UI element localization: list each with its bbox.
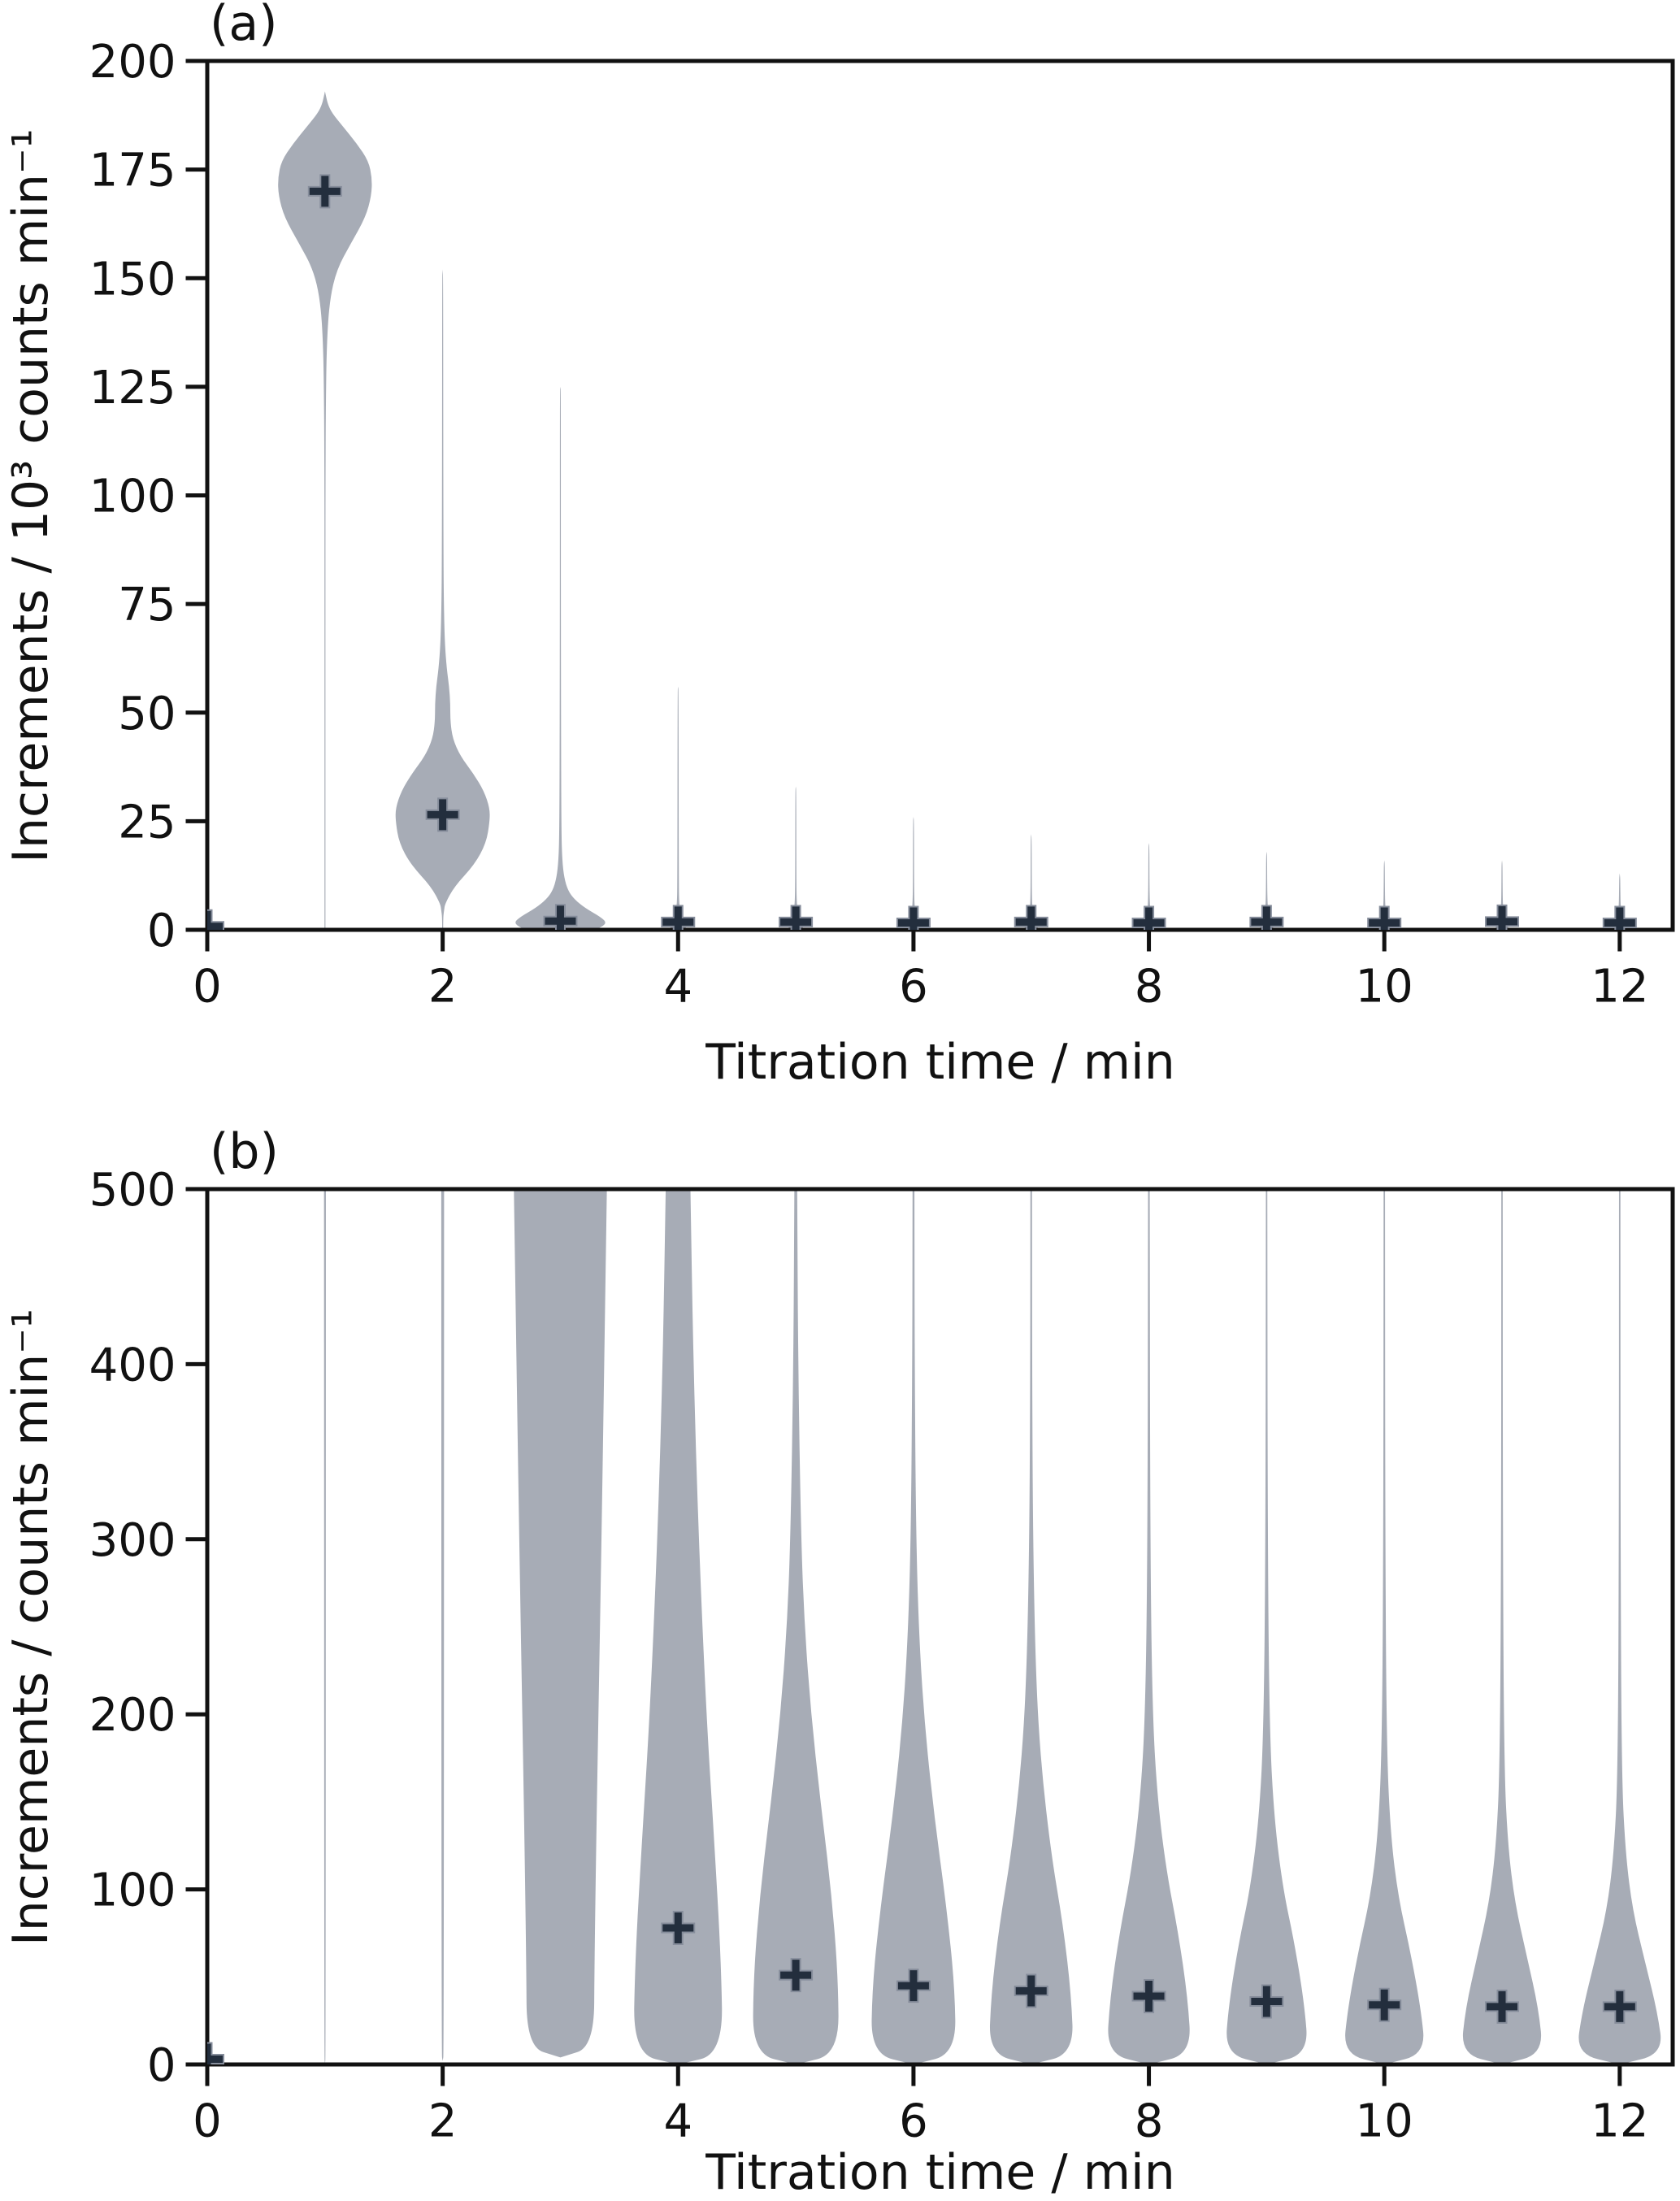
panel-b-label: (b) xyxy=(210,1123,279,1180)
panel-a-y-ticks: 0 25 50 75 100 125 150 175 200 xyxy=(89,36,206,957)
y-tick-label: 0 xyxy=(147,2039,176,2092)
panel-a-spines xyxy=(205,59,1675,932)
violin-x2 xyxy=(441,1189,445,2061)
mean-marker-x8 xyxy=(1131,905,1166,930)
mean-marker-x6 xyxy=(896,905,931,930)
violin-x5 xyxy=(788,786,804,930)
panel-b-yaxis-title: Increments / counts min⁻¹ xyxy=(2,1309,59,1946)
mean-marker-x7 xyxy=(1014,905,1048,930)
y-tick-label: 125 xyxy=(89,362,176,415)
mean-marker-x5 xyxy=(779,1958,814,1993)
panel-a-x-ticks: 0 2 4 6 8 10 12 xyxy=(193,931,1648,1014)
violin-x2 xyxy=(395,269,490,930)
x-tick-label: 2 xyxy=(428,961,458,1014)
mean-marker-x11 xyxy=(1485,904,1520,930)
x-tick-label: 8 xyxy=(1135,961,1164,1014)
violin-x10 xyxy=(1378,860,1391,930)
panel-b-y-ticks: 0 100 200 300 400 500 xyxy=(89,1164,206,2092)
mean-marker-x7 xyxy=(1014,1973,1048,2008)
mean-marker-x11 xyxy=(1485,1989,1520,2024)
y-tick-label: 100 xyxy=(89,471,176,523)
x-tick-label: 0 xyxy=(193,961,222,1014)
violin-x12 xyxy=(1613,873,1626,930)
mean-marker-x9 xyxy=(1249,1984,1284,2019)
panel-b-xaxis-title: Titration time / min xyxy=(705,2144,1175,2201)
mean-marker-x9 xyxy=(1249,905,1284,930)
mean-marker-x0 xyxy=(207,909,224,930)
violin-x7 xyxy=(989,1189,1073,2064)
y-tick-label: 400 xyxy=(89,1339,176,1391)
y-tick-label: 25 xyxy=(118,796,176,849)
y-tick-label: 100 xyxy=(89,1865,176,1917)
x-tick-label: 6 xyxy=(899,2095,928,2148)
y-tick-label: 75 xyxy=(118,579,176,632)
violin-x7 xyxy=(1024,834,1038,930)
x-tick-label: 10 xyxy=(1356,2095,1413,2148)
violin-x1 xyxy=(278,91,372,930)
x-tick-label: 10 xyxy=(1356,961,1413,1014)
panel-a-violins xyxy=(278,91,1626,930)
violin-x9 xyxy=(1260,851,1274,930)
violin-x8 xyxy=(1142,843,1156,930)
mean-marker-x10 xyxy=(1367,905,1402,930)
violin-x3 xyxy=(514,1189,607,2058)
violin-x4 xyxy=(634,1189,723,2064)
panel-a-yaxis-title: Increments / 10³ counts min⁻¹ xyxy=(2,128,59,863)
violin-x6 xyxy=(871,1189,956,2064)
panel-b-x-ticks: 0 2 4 6 8 10 12 xyxy=(193,2066,1648,2148)
x-tick-label: 8 xyxy=(1135,2095,1164,2148)
panel-b-mean-markers xyxy=(207,1910,1637,2064)
violin-x11 xyxy=(1496,860,1509,930)
panel-b-spines xyxy=(205,1187,1675,2067)
y-tick-label: 200 xyxy=(89,36,176,89)
violin-x11 xyxy=(1462,1189,1542,2064)
y-tick-label: 300 xyxy=(89,1514,176,1567)
mean-marker-x10 xyxy=(1367,1987,1402,2022)
y-tick-label: 200 xyxy=(89,1689,176,1742)
mean-marker-x5 xyxy=(779,905,814,930)
y-tick-label: 150 xyxy=(89,253,176,306)
x-tick-label: 6 xyxy=(899,961,928,1014)
y-tick-label: 50 xyxy=(118,688,176,740)
violin-x10 xyxy=(1345,1189,1424,2064)
mean-marker-x2 xyxy=(425,797,460,832)
violin-x6 xyxy=(906,817,921,930)
violin-x1 xyxy=(323,1189,326,2064)
mean-marker-x12 xyxy=(1602,1989,1637,2024)
mean-marker-x3 xyxy=(543,904,578,930)
panel-b-violins xyxy=(323,1189,1661,2064)
violin-x3 xyxy=(515,386,606,930)
y-tick-label: 0 xyxy=(147,905,176,957)
panel-b: 0 2 4 6 8 10 12 0 100 200 300 400 500 xyxy=(89,1164,1675,2148)
mean-marker-x4 xyxy=(661,1910,696,1945)
x-tick-label: 2 xyxy=(428,2095,458,2148)
x-tick-label: 12 xyxy=(1591,2095,1648,2148)
mean-marker-x4 xyxy=(661,905,696,930)
x-tick-label: 4 xyxy=(663,2095,692,2148)
y-tick-label: 175 xyxy=(89,145,176,198)
mean-marker-x12 xyxy=(1602,905,1637,930)
mean-marker-x8 xyxy=(1131,1978,1166,2013)
x-tick-label: 12 xyxy=(1591,961,1648,1014)
violin-x8 xyxy=(1108,1189,1190,2064)
panel-a-xaxis-title: Titration time / min xyxy=(705,1034,1175,1091)
violin-x5 xyxy=(753,1189,839,2064)
violin-x4 xyxy=(670,686,686,930)
mean-marker-x6 xyxy=(896,1969,931,2003)
panel-a: 0 2 4 6 8 10 12 0 25 50 75 100 125 150 175 200 xyxy=(89,36,1675,1014)
violin-x12 xyxy=(1578,1189,1661,2064)
mean-marker-x1 xyxy=(307,174,342,209)
panel-a-label: (a) xyxy=(210,0,278,52)
panel-a-mean-markers xyxy=(207,174,1637,930)
y-tick-label: 500 xyxy=(89,1164,176,1217)
x-tick-label: 4 xyxy=(663,961,692,1014)
mean-marker-x0 xyxy=(207,2042,224,2064)
violin-x9 xyxy=(1226,1189,1307,2064)
x-tick-label: 0 xyxy=(193,2095,222,2148)
